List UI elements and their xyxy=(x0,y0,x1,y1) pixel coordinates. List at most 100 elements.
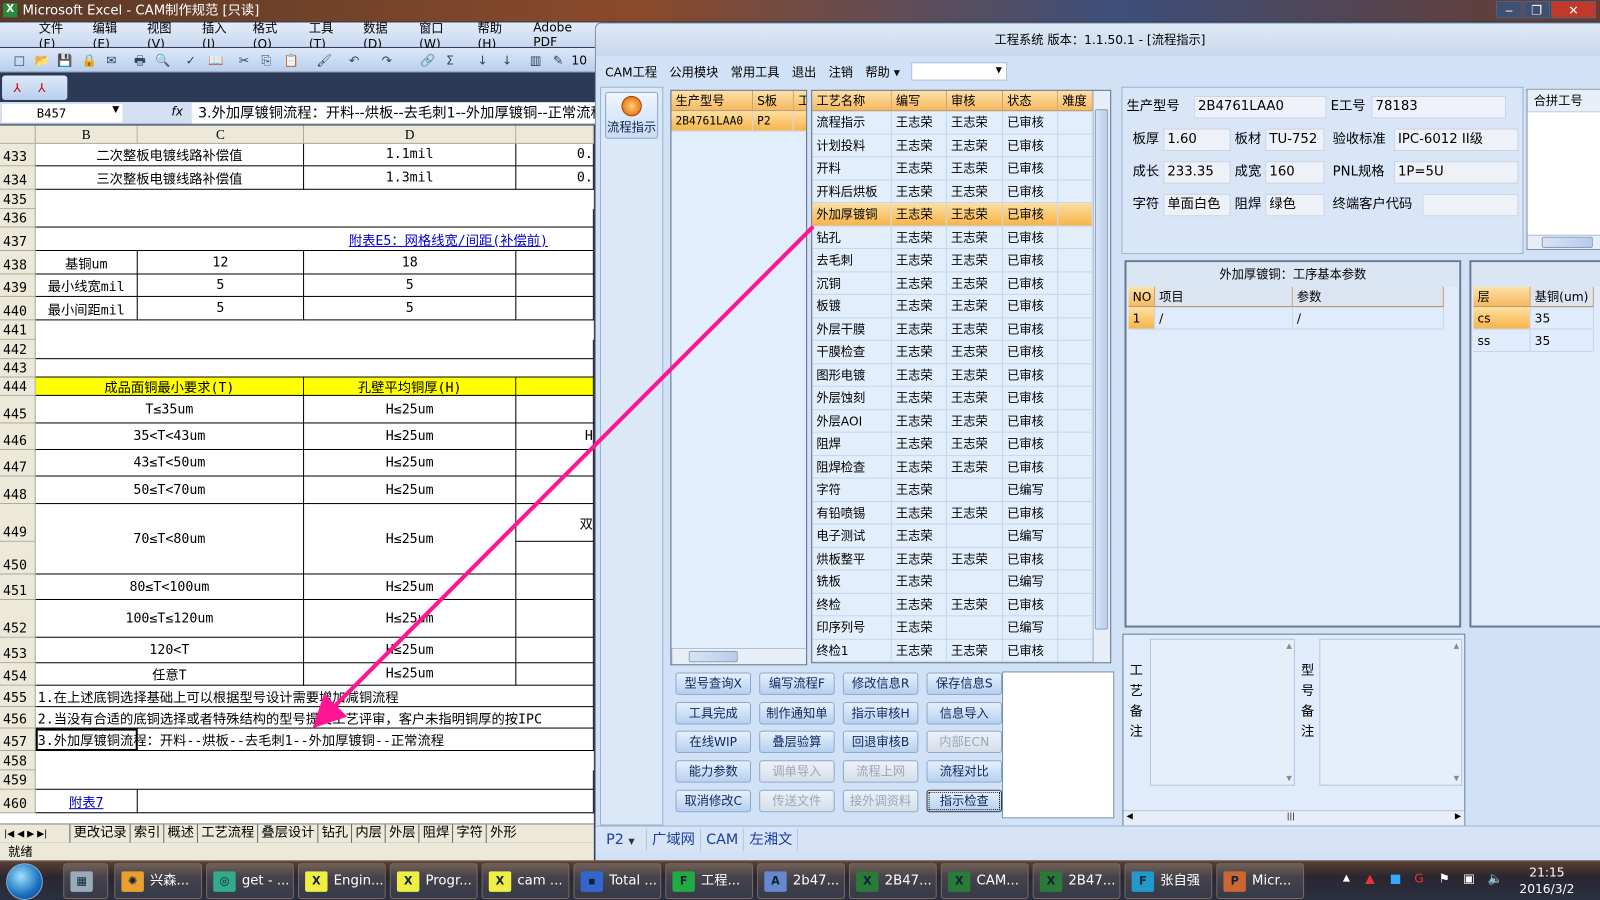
menu-item-9[interactable]: Adobe PDF xyxy=(533,20,572,49)
cell-D438[interactable]: 18 xyxy=(304,251,517,275)
name-box[interactable]: B457 xyxy=(2,104,123,123)
menu-item-8[interactable]: 帮助(H) xyxy=(477,20,502,51)
row-header[interactable]: 438 xyxy=(0,251,36,275)
action-button[interactable]: 制作通知单 xyxy=(759,701,835,725)
cell-B451[interactable]: 80≤T<100um xyxy=(35,574,305,600)
taskbar-item[interactable]: ▪ Total ... xyxy=(573,863,662,899)
model-grid-hscrollbar[interactable] xyxy=(671,647,807,665)
scroll-thumb[interactable] xyxy=(1094,109,1109,630)
volume-icon[interactable]: 🔈 xyxy=(1487,871,1504,886)
cam-menu-item[interactable]: CAM工程 xyxy=(605,64,658,80)
sheet-tab[interactable]: 叠层设计 xyxy=(257,824,317,843)
cam-menu-item[interactable]: 注销 xyxy=(828,64,854,80)
research-icon[interactable]: 📖 xyxy=(208,53,224,68)
formula-input[interactable]: 3.外加厚镀铜流程：开料--烘板--去毛刺1--外加厚镀铜--正常流程 xyxy=(191,103,600,124)
cell-C439[interactable]: 5 xyxy=(137,274,305,297)
zoom-box[interactable]: 10 xyxy=(571,53,588,68)
params-cell[interactable]: 1 xyxy=(1128,307,1156,330)
merge-job-list[interactable]: 合拼工号 xyxy=(1526,88,1600,250)
menu-item-4[interactable]: 格式(O) xyxy=(252,20,278,51)
cell-D433[interactable]: 1.1mil xyxy=(304,143,517,167)
cell-B443[interactable] xyxy=(35,359,594,378)
layers-header[interactable]: 基铜(um) xyxy=(1530,286,1594,308)
sort-desc-icon[interactable]: ↓ xyxy=(502,53,513,68)
taskbar-item[interactable]: X 2B47... xyxy=(848,863,937,899)
cell-D447[interactable]: H≤25um xyxy=(304,449,517,477)
cell-E439[interactable] xyxy=(516,274,594,297)
close-button[interactable]: ✕ xyxy=(1551,1,1596,19)
cell-E440[interactable] xyxy=(516,296,594,321)
row-header[interactable]: 437 xyxy=(0,227,36,252)
menu-item-3[interactable]: 插入(I) xyxy=(202,20,227,51)
scroll-right-icon[interactable]: ▶ xyxy=(1454,811,1462,821)
scroll-left-icon[interactable]: ◀ xyxy=(1126,811,1133,821)
sort-asc-icon[interactable]: ↓ xyxy=(477,53,488,68)
restore-button[interactable]: ❐ xyxy=(1523,1,1550,19)
cell-B447[interactable]: 43≤T<50um xyxy=(35,449,305,477)
width-field[interactable]: 160 xyxy=(1265,161,1325,184)
action-button[interactable]: 流程对比 xyxy=(926,760,1003,783)
row-header[interactable]: 446 xyxy=(0,423,36,450)
action-button[interactable]: 信息导入 xyxy=(926,701,1003,725)
action-button[interactable]: 能力参数 xyxy=(675,760,752,783)
row-header[interactable]: 449 xyxy=(0,504,36,542)
cell-C460[interactable] xyxy=(137,789,594,814)
thick-field[interactable]: 1.60 xyxy=(1163,128,1231,152)
cam-menu-item[interactable]: 退出 xyxy=(791,64,817,80)
action-button[interactable]: 回退审核B xyxy=(842,731,919,754)
worksheet-grid[interactable]: B C D 433 二次整板电镀线路补偿值 1.1mil 0. 434 三次整板电镀线路补偿值 1… xyxy=(0,125,594,824)
action-button[interactable]: 型号查询X xyxy=(675,672,752,695)
permission-icon[interactable]: 🔒 xyxy=(81,53,97,68)
paste-icon[interactable]: 📋 xyxy=(283,53,299,68)
taskbar-item[interactable]: X Engin... xyxy=(297,863,386,899)
fx-icon[interactable]: fx xyxy=(171,104,183,119)
sheet-tab[interactable]: 外形 xyxy=(486,824,520,843)
row-header[interactable]: 453 xyxy=(0,637,36,664)
row-header[interactable]: 443 xyxy=(0,359,36,378)
cell-B438[interactable]: 基铜um xyxy=(35,251,138,275)
clock[interactable]: 21:15 2016/3/2 xyxy=(1510,864,1583,897)
row-header[interactable]: 445 xyxy=(0,395,36,424)
tray-feiq-icon[interactable]: ■ xyxy=(1389,871,1402,886)
model-grid-header[interactable]: 工 xyxy=(793,90,807,112)
row-header[interactable]: 441 xyxy=(0,320,36,340)
email-icon[interactable]: ✉ xyxy=(106,53,117,68)
row-header[interactable]: 434 xyxy=(0,166,36,190)
taskbar-item[interactable]: ◎ get - ... xyxy=(206,863,294,899)
cell-D439[interactable]: 5 xyxy=(304,274,517,297)
row-header[interactable]: 433 xyxy=(0,143,36,167)
cell-E444[interactable] xyxy=(516,377,594,396)
sheet-tab[interactable]: 外层 xyxy=(384,824,419,843)
cell-C440[interactable]: 5 xyxy=(137,296,305,321)
chart-wizard-icon[interactable]: ▥ xyxy=(529,53,542,68)
menu-item-5[interactable]: 工具(T) xyxy=(308,20,334,51)
sheet-tab[interactable]: 字符 xyxy=(452,824,486,843)
params-header[interactable]: 项目 xyxy=(1155,286,1293,308)
undo-icon[interactable]: ↶ xyxy=(348,53,360,68)
status-tab[interactable]: CAM xyxy=(701,828,745,851)
row-header[interactable]: 448 xyxy=(0,476,36,505)
column-header[interactable]: D xyxy=(304,125,517,144)
menu-item-6[interactable]: 数据(D) xyxy=(363,20,388,51)
cell-B442[interactable] xyxy=(35,339,594,360)
layers-header[interactable]: 层 xyxy=(1473,286,1531,308)
menu-item-7[interactable]: 窗口(W) xyxy=(419,20,444,51)
material-field[interactable]: TU-752 xyxy=(1265,128,1325,152)
autosum-icon[interactable]: Σ xyxy=(446,53,454,68)
model-grid-header[interactable]: S板 xyxy=(753,90,794,112)
row-header[interactable]: 435 xyxy=(0,189,36,210)
row-header[interactable]: 459 xyxy=(0,770,36,790)
cell-B434[interactable]: 三次整板电镀线路补偿值 xyxy=(35,166,305,190)
sheet-nav-buttons[interactable]: |◀ ◀ ▶ ▶| xyxy=(4,829,48,840)
taskbar-item[interactable]: ✺ 兴森... xyxy=(114,863,203,899)
pnl-field[interactable]: 1P=5U xyxy=(1393,161,1519,184)
process-grid-header[interactable]: 编写 xyxy=(891,90,947,112)
row-header[interactable]: 452 xyxy=(0,599,36,638)
tray-app-icon[interactable]: ▲ xyxy=(1365,871,1375,886)
sheet-tab[interactable]: 内层 xyxy=(351,824,385,843)
scroll-up-icon[interactable]: ▲ xyxy=(1286,641,1292,650)
taskbar-item[interactable]: X 2B47... xyxy=(1032,863,1121,899)
sheet-tab[interactable]: 索引 xyxy=(129,824,164,843)
cell-D437[interactable]: 附表E5：网格线宽/间距(补偿前) xyxy=(304,227,594,252)
